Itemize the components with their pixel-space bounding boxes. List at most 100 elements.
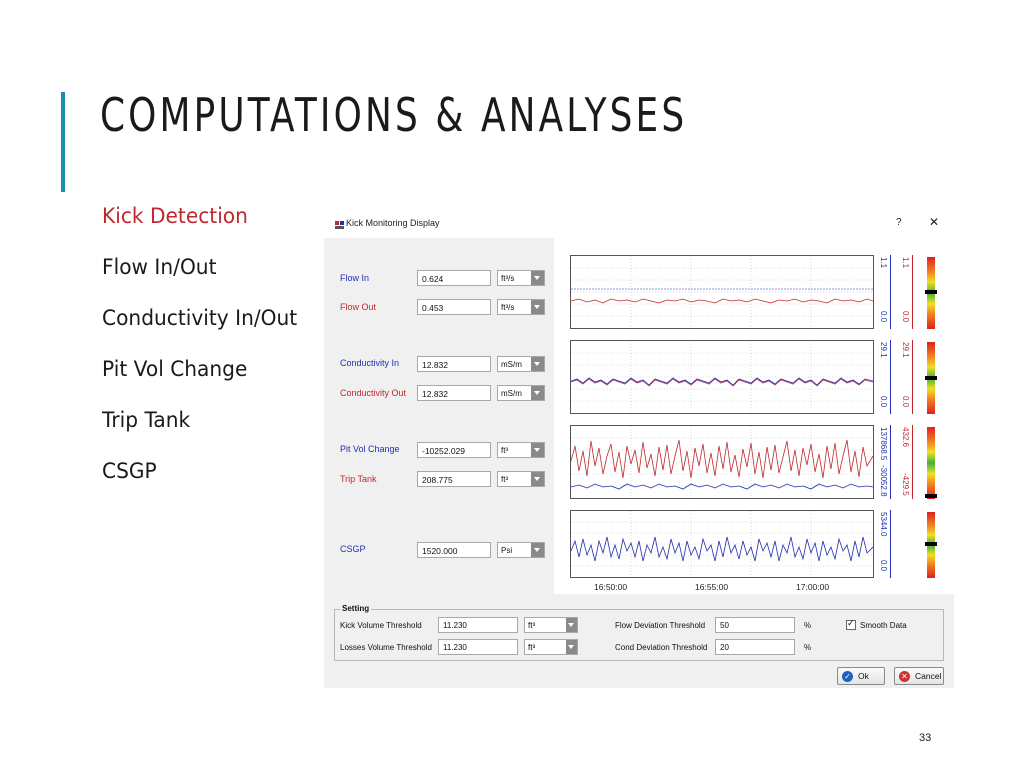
- conductivity-in-unit-select[interactable]: mS/m: [497, 356, 545, 372]
- flow-deviation-unit: %: [804, 621, 812, 630]
- pit-vol-change-unit-select[interactable]: ft³: [497, 442, 545, 458]
- chevron-down-icon: [531, 271, 544, 285]
- slide-title: COMPUTATIONS & ANALYSES: [100, 88, 688, 142]
- pit-volume-red-min: -429.5: [901, 473, 910, 496]
- cancel-button-label: Cancel: [915, 671, 942, 681]
- chevron-down-icon: [531, 443, 544, 457]
- csgp-series: [570, 536, 874, 562]
- pit-vol-change-field[interactable]: -10252.029: [417, 442, 491, 458]
- conductivity-out-unit: mS/m: [501, 389, 522, 398]
- csgp-plot-canvas: [570, 511, 874, 577]
- csgp-blue-max: 5344.0: [879, 512, 888, 537]
- losses-volume-field[interactable]: 11.230: [438, 639, 518, 655]
- chevron-down-icon: [531, 300, 544, 314]
- chevron-down-icon: [531, 543, 544, 557]
- bullet-flow: Flow In/Out: [102, 255, 217, 279]
- csgp-blue-axis: [890, 510, 891, 578]
- conductivity-in-label: Conductivity In: [340, 358, 400, 368]
- conductivity-out-field[interactable]: 12.832: [417, 385, 491, 401]
- cancel-button[interactable]: ✕ Cancel: [894, 667, 944, 685]
- pit-volume-plot-canvas: [570, 426, 874, 498]
- check-icon: ✓: [842, 671, 853, 682]
- cond-deviation-label: Cond Deviation Threshold: [615, 643, 708, 652]
- help-button[interactable]: ?: [896, 217, 902, 228]
- pit-volume-blue-max: 137868.5: [879, 427, 888, 461]
- conductivity-out-series: [570, 378, 874, 387]
- conductivity-out-unit-select[interactable]: mS/m: [497, 385, 545, 401]
- flow-red-scale: 1.1 0.0: [901, 255, 910, 329]
- kick-volume-unit-select[interactable]: ft³: [524, 617, 578, 633]
- conductivity-in-series: [570, 377, 874, 386]
- flow-blue-max: 1.1: [879, 257, 888, 269]
- smooth-data-checkbox[interactable]: [846, 618, 856, 630]
- conductivity-red-max: 29.1: [901, 342, 910, 358]
- pit-volume-red-max: 432.6: [901, 427, 910, 448]
- page-number: 33: [919, 732, 932, 744]
- window-titlebar: Kick Monitoring Display ? ✕: [324, 212, 954, 238]
- trip-tank-label: Trip Tank: [340, 474, 377, 484]
- flow-deviation-field[interactable]: 50: [715, 617, 795, 633]
- flow-red-axis: [912, 255, 913, 329]
- flow-blue-scale: 1.1 0.0: [879, 255, 888, 329]
- pit-volume-plot: [570, 425, 874, 499]
- bullet-list: Kick Detection Flow In/Out Conductivity …: [102, 198, 305, 504]
- flow-out-field[interactable]: 0.453: [417, 299, 491, 315]
- pit-volume-red-axis: [912, 425, 913, 499]
- conductivity-in-unit: mS/m: [501, 360, 522, 369]
- kick-volume-field[interactable]: 11.230: [438, 617, 518, 633]
- flow-in-label: Flow In: [340, 273, 370, 283]
- conductivity-blue-scale: 29.1 0.0: [879, 340, 888, 414]
- settings-group: [334, 609, 944, 661]
- time-label-3: 17:00:00: [796, 582, 830, 592]
- kick-volume-label: Kick Volume Threshold: [340, 621, 422, 630]
- conductivity-red-axis: [912, 340, 913, 414]
- flow-plot-canvas: [570, 256, 874, 328]
- time-label-1: 16:50:00: [594, 582, 628, 592]
- csgp-field[interactable]: 1520.000: [417, 542, 491, 558]
- conductivity-blue-min: 0.0: [879, 396, 888, 408]
- flow-in-field[interactable]: 0.624: [417, 270, 491, 286]
- conductivity-plot: [570, 340, 874, 414]
- csgp-unit-select[interactable]: Psi: [497, 542, 545, 558]
- close-icon[interactable]: ✕: [929, 215, 940, 229]
- trip-tank-series: [570, 439, 874, 479]
- ok-button[interactable]: ✓ Ok: [837, 667, 885, 685]
- flow-out-label: Flow Out: [340, 302, 377, 312]
- flow-in-unit: ft³/s: [501, 274, 515, 283]
- csgp-plot: [570, 510, 874, 578]
- trip-tank-unit: ft³: [501, 475, 509, 484]
- flow-in-unit-select[interactable]: ft³/s: [497, 270, 545, 286]
- time-label-2: 16:55:00: [695, 582, 729, 592]
- smooth-data-label: Smooth Data: [860, 621, 907, 630]
- losses-volume-unit: ft³: [528, 643, 536, 652]
- flow-out-series: [570, 298, 874, 304]
- ok-button-label: Ok: [858, 671, 869, 681]
- flow-out-unit-select[interactable]: ft³/s: [497, 299, 545, 315]
- trip-tank-field[interactable]: 208.775: [417, 471, 491, 487]
- cancel-icon: ✕: [899, 671, 910, 682]
- conductivity-plot-canvas: [570, 341, 874, 413]
- cond-deviation-unit: %: [804, 643, 812, 652]
- pit-volume-blue-scale: 137868.5 -30052.8: [879, 425, 888, 499]
- readings-panel: Flow In 0.624 ft³/s Flow Out 0.453 ft³/s…: [330, 238, 550, 594]
- cond-deviation-field[interactable]: 20: [715, 639, 795, 655]
- chart-area: 1.1 0.0 1.1 0.0 29.1 0.0 29.1 0.0 137868…: [554, 238, 954, 594]
- chevron-down-icon: [566, 640, 577, 654]
- bullet-pit-vol: Pit Vol Change: [102, 357, 248, 381]
- pit-vol-change-unit: ft³: [501, 446, 509, 455]
- pit-vol-change-label: Pit Vol Change: [340, 444, 400, 454]
- losses-volume-unit-select[interactable]: ft³: [524, 639, 578, 655]
- trip-tank-unit-select[interactable]: ft³: [497, 471, 545, 487]
- chevron-down-icon: [566, 618, 577, 632]
- conductivity-out-label: Conductivity Out: [340, 388, 407, 398]
- pit-vol-change-series: [570, 483, 874, 490]
- title-accent-bar: [61, 92, 65, 192]
- conductivity-red-min: 0.0: [901, 396, 910, 408]
- csgp-gauge-marker: [925, 542, 937, 546]
- conductivity-in-field[interactable]: 12.832: [417, 356, 491, 372]
- bullet-csgp: CSGP: [102, 459, 157, 483]
- flow-plot: [570, 255, 874, 329]
- pit-volume-gauge: [927, 427, 935, 499]
- csgp-blue-min: 0.0: [879, 560, 888, 572]
- kick-monitoring-window: Kick Monitoring Display ? ✕ Flow In 0.62…: [324, 212, 954, 688]
